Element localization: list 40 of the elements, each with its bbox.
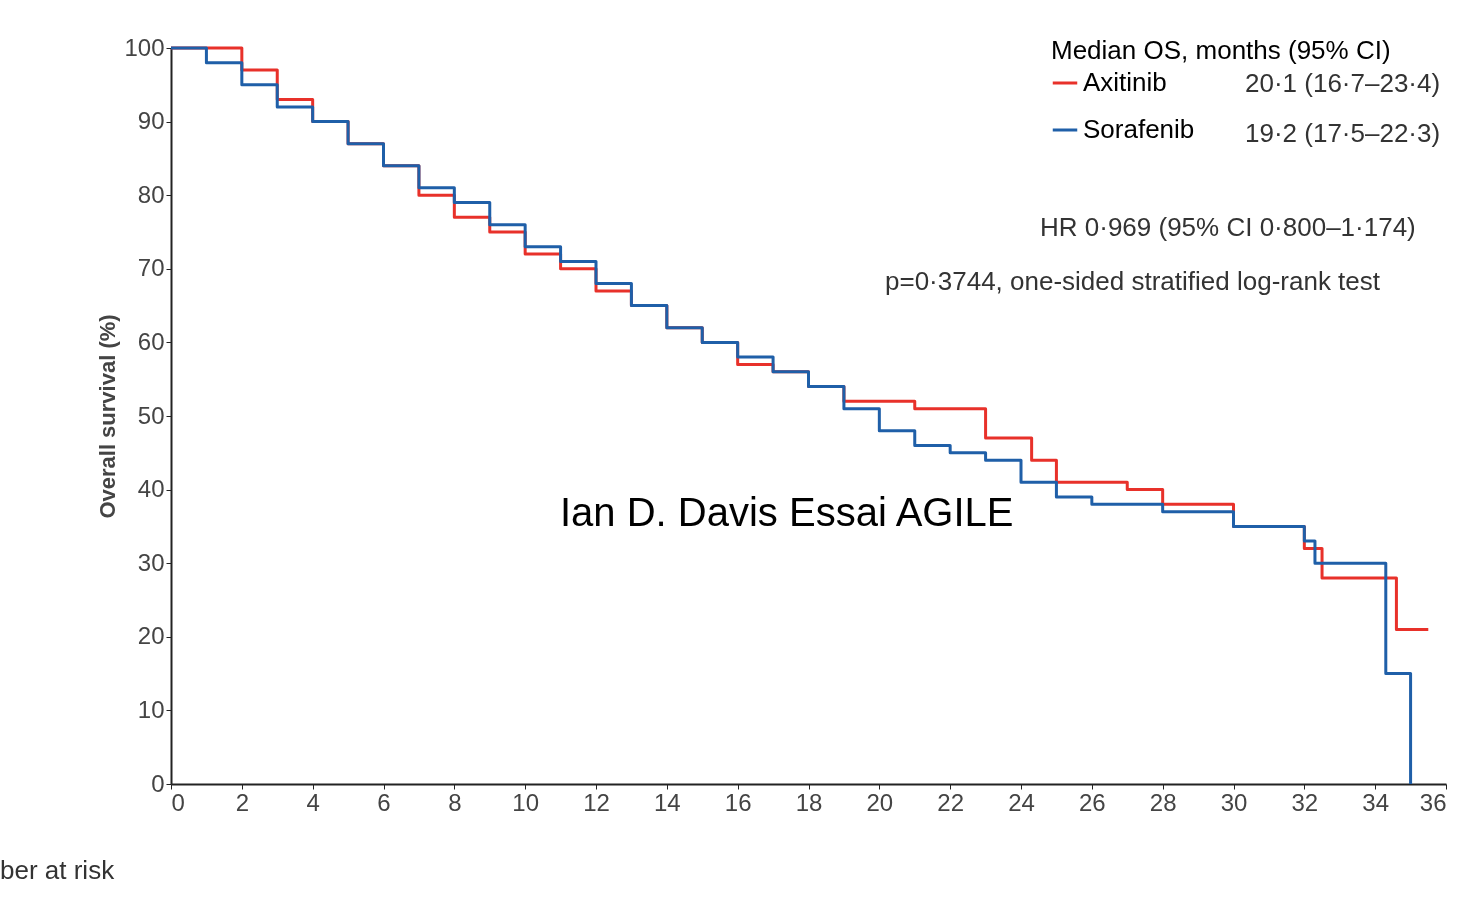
annotation: 20·1 (16·7–23·4) bbox=[1245, 68, 1441, 99]
y-axis-title: Overall survival (%) bbox=[95, 314, 121, 519]
x-tick-label: 16 bbox=[724, 788, 752, 816]
x-tick-label: 4 bbox=[306, 788, 320, 816]
x-tick-label: 32 bbox=[1291, 788, 1319, 816]
x-tick-label: 34 bbox=[1362, 788, 1390, 816]
x-tick-label: 18 bbox=[795, 788, 823, 816]
x-tick-label: 10 bbox=[512, 788, 540, 816]
annotation: Ian D. Davis Essai AGILE bbox=[560, 490, 1014, 535]
x-tick-label: 0 bbox=[171, 788, 185, 816]
legend-label: Sorafenib bbox=[1083, 114, 1195, 144]
x-tick-label: 20 bbox=[866, 788, 894, 816]
x-tick-label: 12 bbox=[583, 788, 610, 816]
annotation: p=0·3744, one-sided stratified log-rank test bbox=[885, 266, 1381, 297]
annotation: 19·2 (17·5–22·3) bbox=[1245, 118, 1441, 149]
x-tick-label: 14 bbox=[653, 788, 681, 816]
x-tick-label: 28 bbox=[1149, 788, 1177, 816]
y-tick-label: 60 bbox=[137, 327, 165, 355]
y-tick-label: 50 bbox=[137, 401, 165, 429]
x-tick-label: 36 bbox=[1419, 788, 1447, 816]
x-tick-label: 30 bbox=[1220, 788, 1248, 816]
y-tick-label: 70 bbox=[137, 254, 165, 282]
y-tick-label: 30 bbox=[137, 548, 165, 576]
x-tick-label: 24 bbox=[1008, 788, 1035, 816]
annotation: HR 0·969 (95% CI 0·800–1·174) bbox=[1040, 212, 1416, 243]
x-tick-label: 2 bbox=[235, 788, 250, 816]
text: ber at risk bbox=[0, 855, 115, 886]
y-tick-label: 20 bbox=[137, 622, 165, 650]
y-tick-label: 100 bbox=[124, 33, 165, 61]
y-tick-label: 0 bbox=[151, 769, 165, 797]
y-tick-label: 40 bbox=[137, 475, 165, 503]
x-tick-label: 26 bbox=[1078, 788, 1106, 816]
x-tick-label: 6 bbox=[377, 788, 391, 816]
y-tick-label: 10 bbox=[137, 695, 165, 723]
x-tick-label: 8 bbox=[448, 788, 462, 816]
legend-label: Axitinib bbox=[1083, 67, 1167, 97]
y-tick-label: 80 bbox=[137, 180, 165, 208]
x-tick-label: 22 bbox=[937, 788, 965, 816]
y-tick-label: 90 bbox=[137, 107, 165, 135]
legend-title: Median OS, months (95% CI) bbox=[1051, 35, 1391, 65]
